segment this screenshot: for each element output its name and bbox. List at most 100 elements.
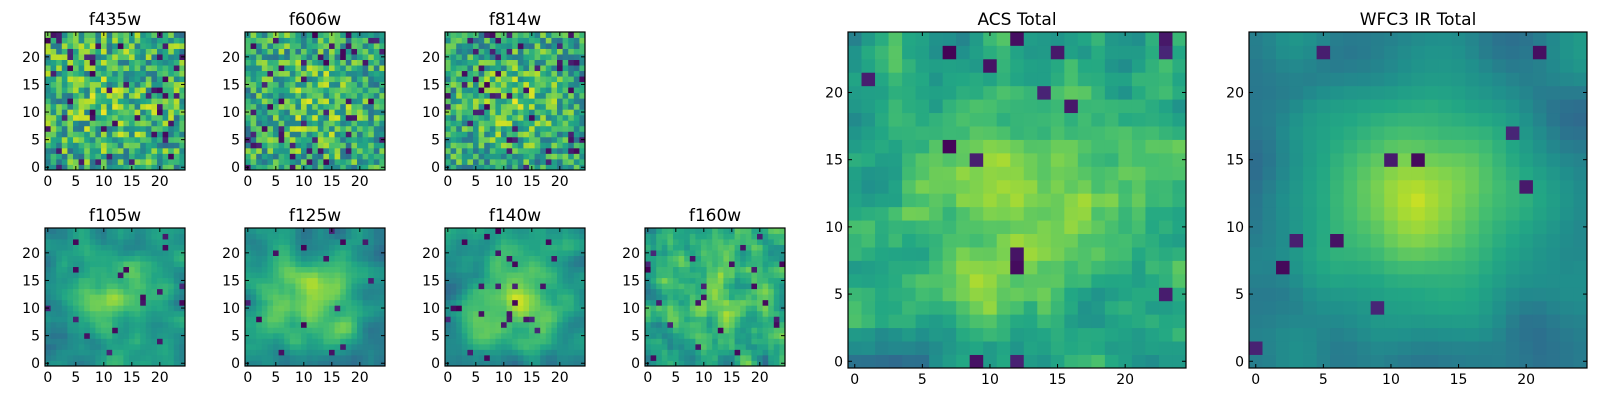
heatmap-cell: [301, 244, 307, 251]
heatmap-cell: [1037, 273, 1052, 288]
heatmap-cell: [373, 59, 380, 66]
heatmap-cell: [902, 273, 916, 288]
heatmap-cell: [351, 360, 358, 367]
heatmap-cell: [323, 81, 330, 88]
heatmap-cell: [123, 321, 130, 328]
heatmap-cell: [656, 239, 663, 245]
heatmap-cell: [123, 114, 130, 121]
heatmap-cell: [523, 321, 530, 328]
heatmap-cell: [1118, 179, 1133, 194]
heatmap-cell: [517, 349, 524, 356]
heatmap-cell: [650, 360, 657, 367]
heatmap-cell: [545, 255, 552, 262]
heatmap-cell: [301, 332, 307, 339]
heatmap-cell: [656, 255, 663, 262]
heatmap-cell: [529, 250, 535, 256]
heatmap-cell: [506, 338, 513, 345]
heatmap-cell: [123, 48, 130, 55]
heatmap-cell: [562, 321, 569, 328]
heatmap-cell: [762, 338, 769, 345]
heatmap-cell: [684, 343, 691, 350]
heatmap-cell: [329, 87, 335, 94]
heatmap-cell: [673, 288, 679, 295]
heatmap-cell: [1064, 314, 1079, 329]
y-tick-label: 0: [231, 356, 240, 372]
heatmap-cell: [306, 272, 313, 279]
heatmap-cell: [983, 273, 998, 288]
heatmap-cell: [706, 327, 713, 334]
heatmap-cell: [289, 87, 296, 94]
heatmap-cell: [173, 37, 180, 44]
heatmap-cell: [701, 349, 707, 356]
heatmap-cell: [534, 316, 541, 323]
heatmap-cell: [461, 109, 468, 116]
heatmap-cell: [1037, 220, 1052, 234]
heatmap-cell: [501, 153, 507, 160]
heatmap-cell: [751, 255, 758, 262]
heatmap-cell: [101, 233, 107, 240]
heatmap-cell: [495, 142, 502, 149]
heatmap-cell: [306, 120, 313, 127]
heatmap-cell: [456, 87, 463, 94]
heatmap-cell: [84, 43, 91, 49]
heatmap-cell: [495, 250, 502, 256]
heatmap-cell: [329, 299, 335, 306]
heatmap-cell: [289, 65, 296, 72]
heatmap-cell: [73, 92, 79, 99]
heatmap-cell: [667, 283, 674, 290]
heatmap-cell: [712, 261, 719, 268]
heatmap-cell: [473, 92, 479, 99]
heatmap-cell: [689, 321, 696, 328]
heatmap-cells: [645, 228, 786, 367]
heatmap-cell: [478, 136, 485, 143]
heatmap-cell: [551, 239, 558, 245]
heatmap-cell: [645, 310, 651, 317]
heatmap-cell: [942, 220, 957, 234]
heatmap-cell: [84, 98, 91, 105]
heatmap-cell: [173, 332, 180, 339]
heatmap-cell: [112, 332, 119, 339]
heatmap-cell: [929, 354, 944, 369]
heatmap-cell: [517, 114, 524, 121]
heatmap-cell: [106, 164, 113, 171]
heatmap-cell: [145, 228, 152, 234]
heatmap-cell: [134, 277, 141, 284]
heatmap-cell: [684, 283, 691, 290]
heatmap-cell: [284, 261, 291, 268]
heatmap-cell: [573, 261, 580, 268]
heatmap-cell: [312, 87, 319, 94]
heatmap-cell: [273, 109, 279, 116]
heatmap-cell: [329, 343, 335, 350]
heatmap-cell: [473, 277, 479, 284]
heatmap-cell: [461, 283, 468, 290]
heatmap-cell: [650, 239, 657, 245]
heatmap-cell: [50, 360, 57, 367]
heatmap-cell: [915, 179, 930, 194]
heatmap-cell: [450, 338, 457, 345]
heatmap-cell: [495, 54, 502, 60]
heatmap-cell: [289, 228, 296, 234]
heatmap-cell: [461, 261, 468, 268]
heatmap-cell: [706, 310, 713, 317]
heatmap-cell: [467, 120, 474, 127]
heatmap-cell: [667, 244, 674, 251]
heatmap-cell: [278, 266, 285, 273]
heatmap-cell: [278, 272, 285, 279]
heatmap-cell: [467, 92, 474, 99]
heatmap-cell: [95, 261, 102, 268]
heatmap-cell: [334, 125, 341, 132]
heatmap-cell: [306, 76, 313, 83]
heatmap-cell: [306, 43, 313, 49]
heatmap-cell: [562, 76, 569, 83]
heatmap-cell: [134, 59, 141, 66]
heatmap-cell: [456, 354, 463, 361]
heatmap-cell: [478, 70, 485, 77]
heatmap-cell: [168, 54, 175, 60]
heatmap-cell: [848, 206, 862, 221]
heatmap-cell: [467, 153, 474, 160]
heatmap-cell: [56, 87, 63, 94]
heatmap-cell: [529, 255, 535, 262]
heatmap-cell: [562, 360, 569, 367]
heatmap-cell: [529, 147, 535, 154]
heatmap-cell: [1131, 220, 1146, 234]
